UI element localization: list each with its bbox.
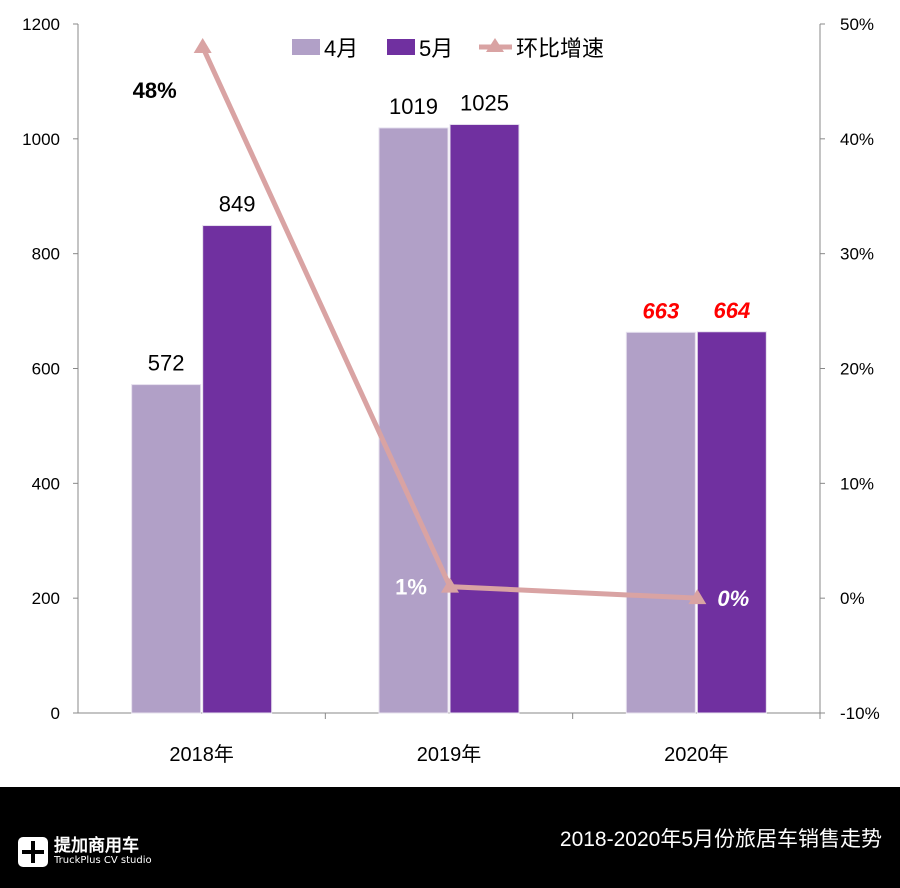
logo-name-cn: 提加商用车: [54, 836, 139, 856]
left-tick-label: 600: [32, 360, 60, 379]
legend-triangle-icon: [486, 38, 504, 52]
line-label: 1%: [395, 575, 427, 600]
legend-label: 环比增速: [516, 36, 604, 61]
chart-caption: 2018-2020年5月份旅居车销售走势: [559, 828, 882, 851]
bar-label: 663: [642, 298, 679, 323]
right-tick-label: 40%: [840, 130, 874, 149]
bar-label: 1019: [389, 94, 438, 119]
legend-label: 5月: [419, 36, 453, 61]
x-tick-label: 2020年: [664, 743, 729, 766]
x-tick-label: 2019年: [417, 743, 482, 766]
sales-chart: 0 200 400 600 800 1000 1200 -10% 0% 10% 20% 30% 40% 5…: [22, 15, 880, 766]
right-tick-label: 20%: [840, 360, 874, 379]
bar-5月: [202, 225, 273, 714]
bar-5月: [449, 123, 520, 714]
left-tick-label: 1000: [22, 130, 60, 149]
line-marker-triangle: [441, 577, 459, 593]
line-marker-triangle: [688, 589, 707, 605]
bar-label: 572: [148, 351, 185, 376]
line-marker-triangle: [193, 37, 212, 53]
bar-5月: [696, 331, 767, 714]
right-tick-label: 50%: [840, 15, 874, 34]
logo-name-en: TruckPlus CV studio: [54, 855, 152, 866]
bar-4月: [378, 127, 449, 714]
logo-icon: [18, 837, 48, 867]
bar-label: 849: [219, 192, 256, 217]
left-tick-label: 200: [32, 589, 60, 608]
bar-4月: [625, 331, 696, 714]
right-tick-label: 30%: [840, 245, 874, 264]
line-label: 0%: [717, 586, 749, 611]
legend-swatch-4月: [292, 39, 320, 55]
right-tick-label: 0%: [840, 589, 865, 608]
bar-4月: [131, 384, 202, 714]
x-tick-label: 2018年: [169, 743, 234, 766]
left-tick-label: 1200: [22, 15, 60, 34]
bar-label: 1025: [460, 90, 509, 115]
right-tick-label: 10%: [840, 474, 874, 493]
left-tick-label: 800: [32, 245, 60, 264]
left-tick-label: 0: [51, 704, 60, 723]
footer-bar: 提加商用车 TruckPlus CV studio 2018-2020年5月份旅…: [0, 787, 900, 888]
right-tick-label: -10%: [840, 704, 880, 723]
line-label: 48%: [133, 78, 177, 103]
legend-label: 4月: [324, 36, 358, 61]
brand-logo: 提加商用车 TruckPlus CV studio: [18, 837, 152, 867]
left-tick-label: 400: [32, 474, 60, 493]
legend-swatch-5月: [387, 39, 415, 55]
bar-label: 664: [713, 298, 750, 323]
